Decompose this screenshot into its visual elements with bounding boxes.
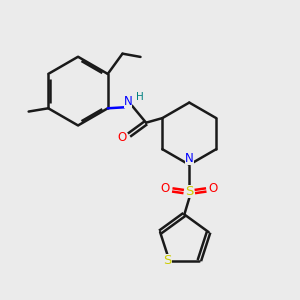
Text: N: N (185, 152, 194, 165)
Text: S: S (185, 185, 194, 198)
Text: N: N (124, 95, 132, 108)
Text: H: H (136, 92, 143, 101)
Text: S: S (164, 254, 172, 267)
Text: O: O (160, 182, 170, 195)
Text: O: O (117, 131, 127, 144)
Text: O: O (209, 182, 218, 195)
